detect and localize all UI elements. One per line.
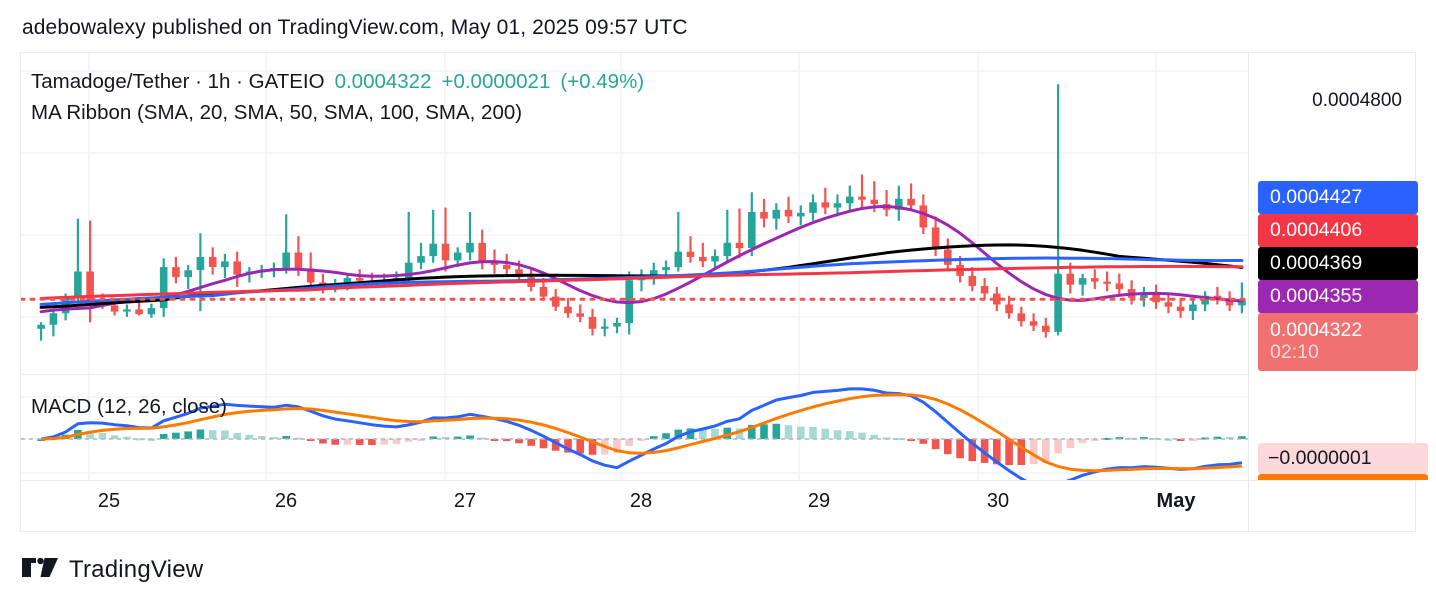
macd-signal-badge[interactable]: −0.0000018 xyxy=(1258,474,1428,480)
time-axis-label-26: 26 xyxy=(274,490,298,512)
ma-sma100-price-badge[interactable]: 0.0004369 xyxy=(1258,247,1418,280)
tradingview-footer[interactable]: TradingView xyxy=(22,556,203,584)
macd-histogram xyxy=(37,423,1246,465)
tradingview-brand-label: TradingView xyxy=(69,556,204,583)
price-scale-divider xyxy=(1248,53,1249,533)
time-axis-label-28: 28 xyxy=(629,490,653,512)
bar-countdown: 02:10 xyxy=(1270,341,1319,363)
ma-sma20-price-badge[interactable]: 0.0004427 xyxy=(1258,181,1418,214)
candlestick-series xyxy=(37,84,1246,341)
chart-series xyxy=(21,53,1415,531)
time-axis-divider xyxy=(21,480,1417,481)
price-badge-group: 0.0004427 0.0004406 0.0004369 0.0004355 0.00… xyxy=(21,53,1418,531)
time-axis-label-29: 29 xyxy=(807,490,831,512)
time-axis-group: 25 26 27 28 29 30 May xyxy=(21,53,1415,531)
macd-line xyxy=(40,387,1243,480)
chart-frame[interactable]: Tamadoge/Tether · 1h · GATEIO 0.0004322 +0… xyxy=(20,52,1428,533)
time-axis-label-30: 30 xyxy=(986,490,1010,512)
time-axis-label-may: May xyxy=(1156,490,1196,512)
pane-divider xyxy=(21,374,1248,375)
tradingview-logo-icon xyxy=(22,558,58,577)
macd-histogram-badge[interactable]: −0.0000001 xyxy=(1258,443,1428,474)
sma-50-line xyxy=(39,264,1244,300)
ma-sma200-price-badge[interactable]: 0.0004355 xyxy=(1258,280,1418,313)
macd-signal-line xyxy=(41,393,1242,473)
time-axis-label-25: 25 xyxy=(97,490,121,512)
last-price-badge[interactable]: 0.0004322 02:10 xyxy=(1258,313,1418,371)
publish-header: adebowalexy published on TradingView.com… xyxy=(22,16,688,39)
time-axis-label-27: 27 xyxy=(453,490,477,512)
macd-badge-group: −0.0000001−0.0000018−0.0000019 xyxy=(1248,375,1436,480)
ma-sma50-price-badge[interactable]: 0.0004406 xyxy=(1258,214,1418,247)
price-axis-top-label: 0.0004800 xyxy=(1312,90,1402,111)
sma-200-line xyxy=(39,204,1244,314)
last-price-badge-value: 0.0004322 xyxy=(1270,319,1363,342)
